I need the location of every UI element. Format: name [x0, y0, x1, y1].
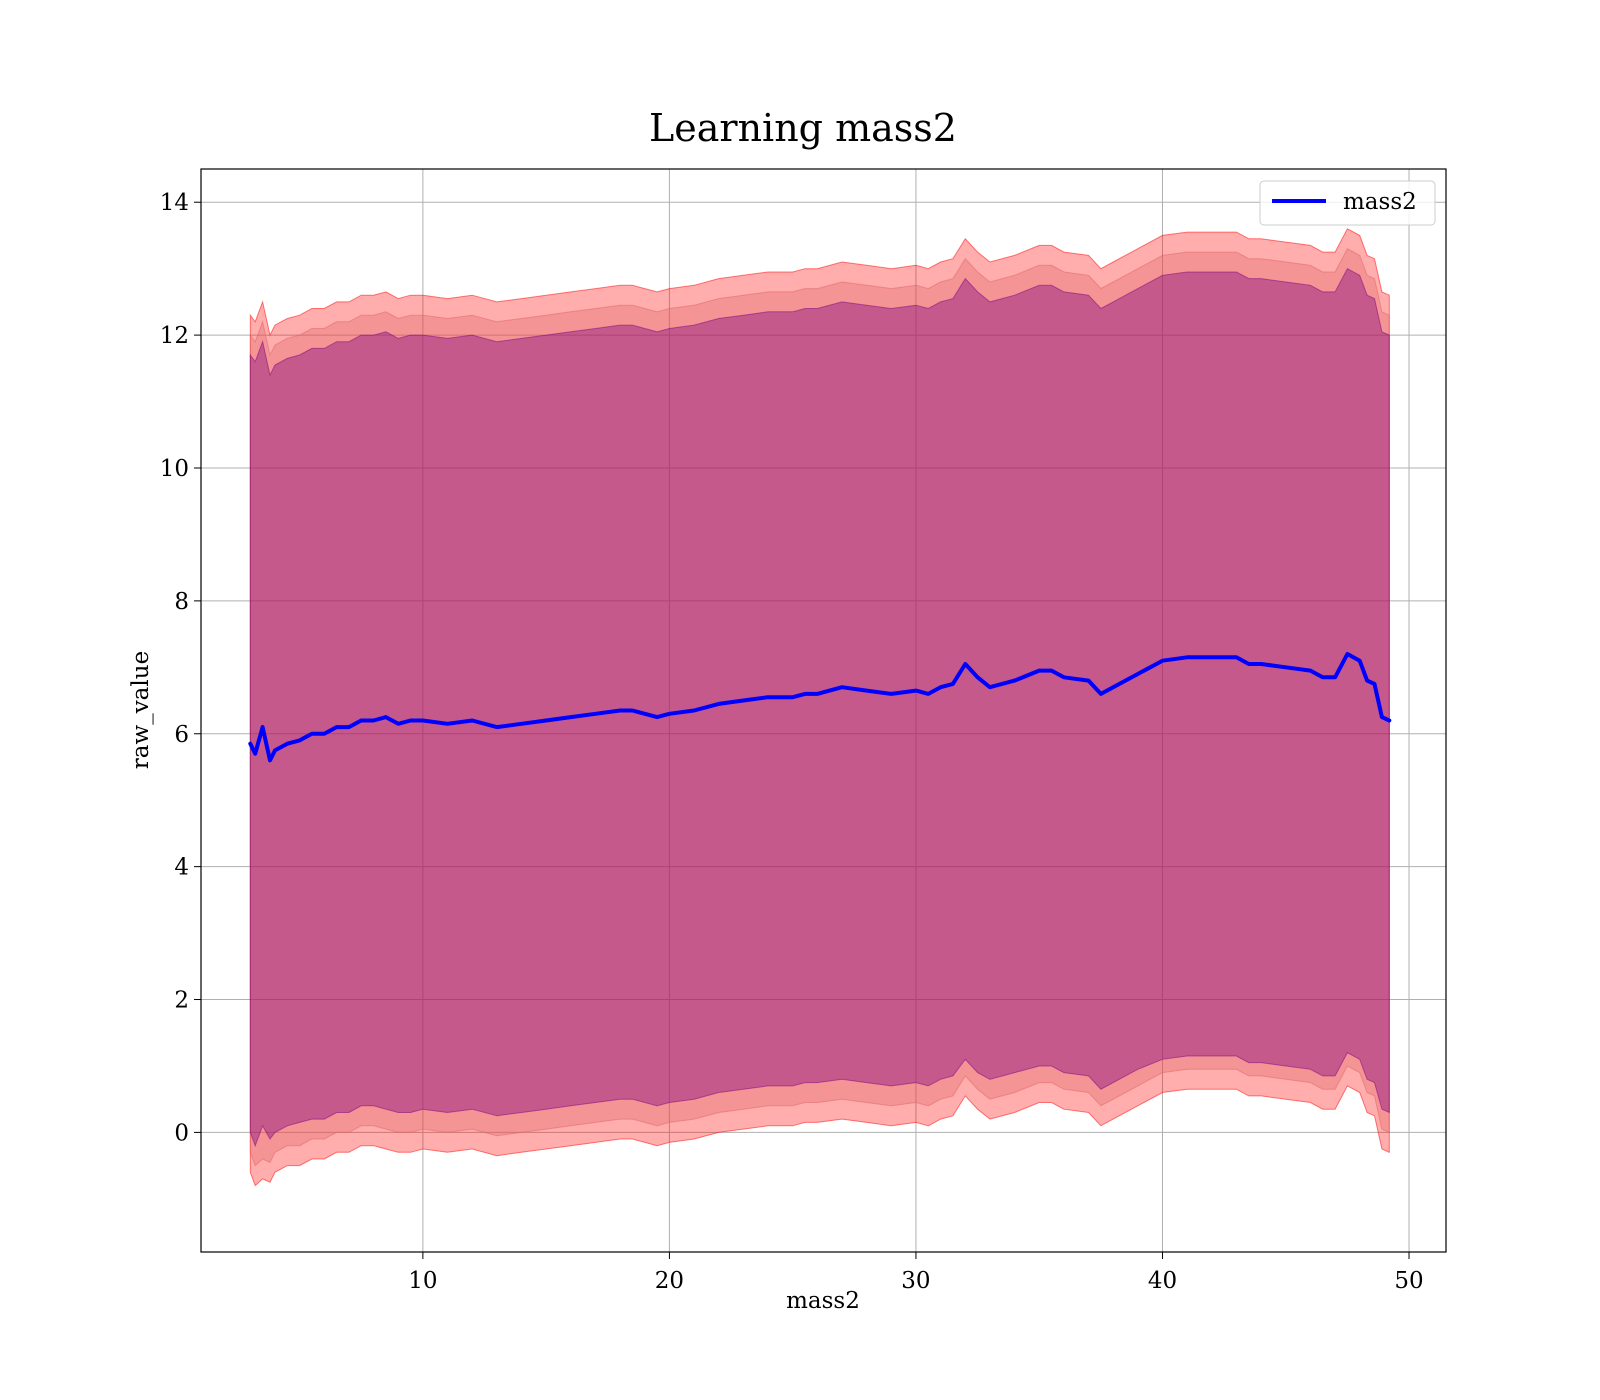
band-outer — [249, 228, 1390, 1187]
y-tick-label: 12 — [160, 323, 189, 349]
series-line-mass2 — [248, 652, 1392, 763]
chart-title: Learning mass2 — [649, 106, 957, 150]
legend-box — [1259, 180, 1436, 226]
y-axis-label: raw_value — [128, 651, 154, 769]
x-axis-ticks: 10 20 30 40 50 — [408, 1252, 1424, 1294]
confidence-bands — [249, 228, 1390, 1187]
legend: mass2 — [1259, 180, 1436, 226]
y-tick-label: 2 — [174, 988, 189, 1014]
x-tick-label: 20 — [655, 1268, 684, 1294]
x-tick-label: 10 — [408, 1268, 437, 1294]
y-axis-ticks: 0 2 4 6 8 10 12 14 — [160, 190, 201, 1146]
y-tick-label: 0 — [174, 1120, 189, 1146]
grid — [201, 169, 1446, 1252]
y-tick-label: 4 — [174, 855, 189, 881]
x-tick-label: 50 — [1394, 1268, 1423, 1294]
y-tick-label: 6 — [174, 722, 189, 748]
y-tick-label: 10 — [160, 456, 189, 482]
x-tick-label: 30 — [901, 1268, 930, 1294]
legend-label-mass2: mass2 — [1343, 189, 1417, 215]
y-tick-label: 8 — [174, 589, 189, 615]
band-inner — [249, 268, 1390, 1148]
series-group — [248, 652, 1392, 763]
y-tick-label: 14 — [160, 190, 189, 216]
x-axis-label: mass2 — [786, 1288, 860, 1314]
x-tick-label: 40 — [1148, 1268, 1177, 1294]
band-mid — [249, 248, 1390, 1167]
plot-area-frame — [200, 168, 1447, 1253]
